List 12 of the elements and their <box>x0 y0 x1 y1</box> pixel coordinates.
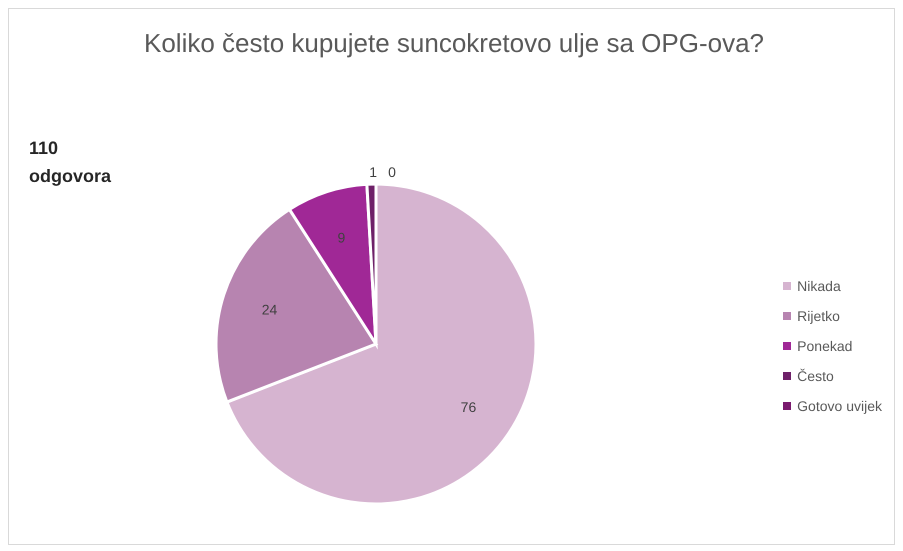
chart-title: Koliko često kupujete suncokretovo ulje sa OPG-ova? <box>142 27 765 60</box>
data-label: 9 <box>337 229 346 246</box>
legend-label: Ponekad <box>797 338 852 354</box>
legend-label: Često <box>797 368 834 384</box>
data-label: 1 <box>369 164 378 180</box>
text: 0 <box>388 164 396 180</box>
data-label: 76 <box>460 399 476 416</box>
text: 110 odgovora <box>29 137 112 188</box>
legend-label: Rijetko <box>797 308 840 324</box>
data-label: 24 <box>262 301 278 318</box>
legend-label: Nikada <box>797 278 841 294</box>
legend-label: Gotovo uvijek <box>797 398 882 414</box>
